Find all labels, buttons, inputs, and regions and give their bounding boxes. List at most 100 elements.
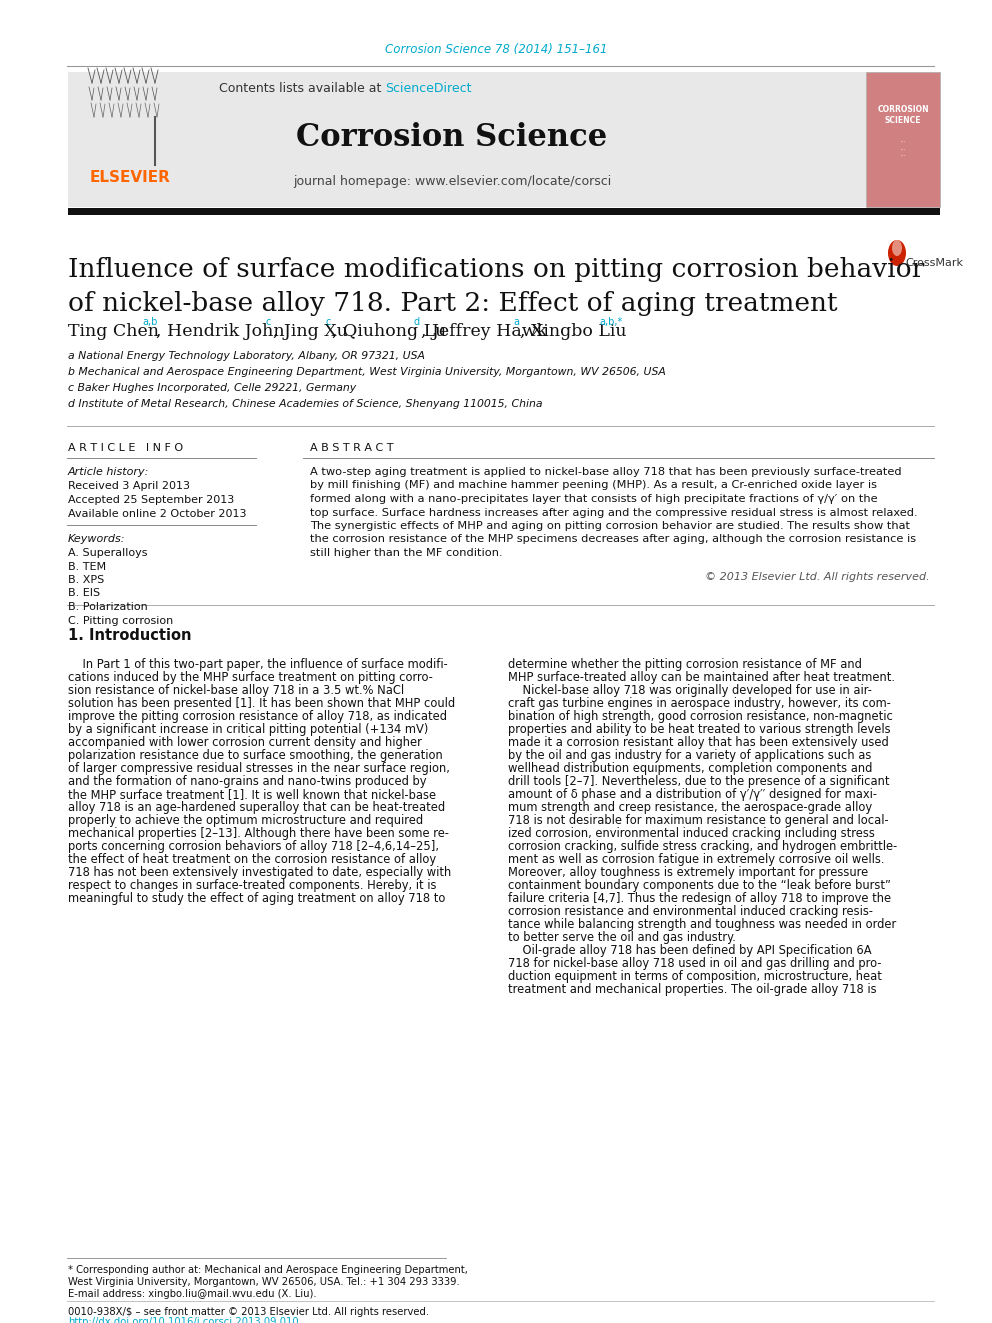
Text: polarization resistance due to surface smoothing, the generation: polarization resistance due to surface s… — [68, 749, 442, 762]
Text: , Jing Xu: , Jing Xu — [273, 323, 348, 340]
Text: ScienceDirect: ScienceDirect — [385, 82, 471, 94]
Text: Available online 2 October 2013: Available online 2 October 2013 — [68, 509, 246, 519]
Text: c Baker Hughes Incorporated, Celle 29221, Germany: c Baker Hughes Incorporated, Celle 29221… — [68, 382, 356, 393]
Text: duction equipment in terms of composition, microstructure, heat: duction equipment in terms of compositio… — [508, 970, 882, 983]
Text: the MHP surface treatment [1]. It is well known that nickel-base: the MHP surface treatment [1]. It is wel… — [68, 789, 436, 800]
Text: by a significant increase in critical pitting potential (+134 mV): by a significant increase in critical pi… — [68, 722, 429, 736]
Text: Influence of surface modifications on pitting corrosion behavior: Influence of surface modifications on pi… — [68, 257, 925, 282]
Text: A R T I C L E   I N F O: A R T I C L E I N F O — [68, 443, 184, 452]
Text: c: c — [325, 318, 330, 327]
Text: Moreover, alloy toughness is extremely important for pressure: Moreover, alloy toughness is extremely i… — [508, 867, 868, 878]
Text: to better serve the oil and gas industry.: to better serve the oil and gas industry… — [508, 931, 736, 945]
Text: ized corrosion, environmental induced cracking including stress: ized corrosion, environmental induced cr… — [508, 827, 875, 840]
Text: , Qiuhong Lu: , Qiuhong Lu — [332, 323, 446, 340]
Text: 718 is not desirable for maximum resistance to general and local-: 718 is not desirable for maximum resista… — [508, 814, 889, 827]
Text: The synergistic effects of MHP and aging on pitting corrosion behavior are studi: The synergistic effects of MHP and aging… — [310, 521, 910, 531]
Text: a,b,*: a,b,* — [599, 318, 622, 327]
Text: tance while balancing strength and toughness was needed in order: tance while balancing strength and tough… — [508, 918, 896, 931]
Text: ELSEVIER: ELSEVIER — [89, 171, 171, 185]
Text: , Xingbo Liu: , Xingbo Liu — [520, 323, 627, 340]
Text: c: c — [266, 318, 272, 327]
Ellipse shape — [888, 239, 906, 266]
Text: , Jeffrey Hawk: , Jeffrey Hawk — [421, 323, 548, 340]
Text: wellhead distribution equipments, completion components and: wellhead distribution equipments, comple… — [508, 762, 872, 775]
Text: © 2013 Elsevier Ltd. All rights reserved.: © 2013 Elsevier Ltd. All rights reserved… — [705, 572, 930, 582]
Text: B. XPS: B. XPS — [68, 576, 104, 585]
Bar — [68, 71, 866, 206]
Text: 718 has not been extensively investigated to date, especially with: 718 has not been extensively investigate… — [68, 867, 451, 878]
Text: * Corresponding author at: Mechanical and Aerospace Engineering Department,: * Corresponding author at: Mechanical an… — [68, 1265, 468, 1275]
Text: by the oil and gas industry for a variety of applications such as: by the oil and gas industry for a variet… — [508, 749, 871, 762]
Text: drill tools [2–7]. Nevertheless, due to the presence of a significant: drill tools [2–7]. Nevertheless, due to … — [508, 775, 890, 789]
Text: MHP surface-treated alloy can be maintained after heat treatment.: MHP surface-treated alloy can be maintai… — [508, 671, 895, 684]
Text: http://dx.doi.org/10.1016/j.corsci.2013.09.010: http://dx.doi.org/10.1016/j.corsci.2013.… — [68, 1316, 299, 1323]
Text: by mill finishing (MF) and machine hammer peening (MHP). As a result, a Cr-enric: by mill finishing (MF) and machine hamme… — [310, 480, 877, 491]
Text: d: d — [414, 318, 421, 327]
Text: the corrosion resistance of the MHP specimens decreases after aging, although th: the corrosion resistance of the MHP spec… — [310, 534, 917, 545]
Text: , Hendrik John: , Hendrik John — [156, 323, 285, 340]
Text: the effect of heat treatment on the corrosion resistance of alloy: the effect of heat treatment on the corr… — [68, 853, 436, 867]
Text: West Virginia University, Morgantown, WV 26506, USA. Tel.: +1 304 293 3339.: West Virginia University, Morgantown, WV… — [68, 1277, 459, 1287]
Text: a,b: a,b — [142, 318, 158, 327]
Text: B. EIS: B. EIS — [68, 589, 100, 598]
Text: containment boundary components due to the “leak before burst”: containment boundary components due to t… — [508, 878, 891, 892]
Text: b Mechanical and Aerospace Engineering Department, West Virginia University, Mor: b Mechanical and Aerospace Engineering D… — [68, 366, 666, 377]
Text: A B S T R A C T: A B S T R A C T — [310, 443, 394, 452]
Text: Received 3 April 2013: Received 3 April 2013 — [68, 482, 190, 491]
Ellipse shape — [892, 239, 902, 255]
Text: formed along with a nano-precipitates layer that consists of high precipitate fr: formed along with a nano-precipitates la… — [310, 493, 878, 504]
Text: treatment and mechanical properties. The oil-grade alloy 718 is: treatment and mechanical properties. The… — [508, 983, 877, 996]
Text: Oil-grade alloy 718 has been defined by API Specification 6A: Oil-grade alloy 718 has been defined by … — [508, 945, 872, 957]
Text: respect to changes in surface-treated components. Hereby, it is: respect to changes in surface-treated co… — [68, 878, 436, 892]
Text: Corrosion Science: Corrosion Science — [297, 123, 608, 153]
Text: a: a — [513, 318, 519, 327]
Text: Accepted 25 September 2013: Accepted 25 September 2013 — [68, 495, 234, 505]
Text: Contents lists available at: Contents lists available at — [218, 82, 385, 94]
Text: determine whether the pitting corrosion resistance of MF and: determine whether the pitting corrosion … — [508, 658, 862, 671]
Text: corrosion cracking, sulfide stress cracking, and hydrogen embrittle-: corrosion cracking, sulfide stress crack… — [508, 840, 897, 853]
Text: solution has been presented [1]. It has been shown that MHP could: solution has been presented [1]. It has … — [68, 697, 455, 710]
Text: d Institute of Metal Research, Chinese Academies of Science, Shenyang 110015, Ch: d Institute of Metal Research, Chinese A… — [68, 400, 543, 409]
Text: sion resistance of nickel-base alloy 718 in a 3.5 wt.% NaCl: sion resistance of nickel-base alloy 718… — [68, 684, 404, 697]
Text: ment as well as corrosion fatigue in extremely corrosive oil wells.: ment as well as corrosion fatigue in ext… — [508, 853, 885, 867]
Text: properly to achieve the optimum microstructure and required: properly to achieve the optimum microstr… — [68, 814, 424, 827]
Bar — [68, 208, 940, 216]
Text: alloy 718 is an age-hardened superalloy that can be heat-treated: alloy 718 is an age-hardened superalloy … — [68, 800, 445, 814]
Text: mechanical properties [2–13]. Although there have been some re-: mechanical properties [2–13]. Although t… — [68, 827, 449, 840]
Text: journal homepage: www.elsevier.com/locate/corsci: journal homepage: www.elsevier.com/locat… — [293, 176, 611, 188]
Text: made it a corrosion resistant alloy that has been extensively used: made it a corrosion resistant alloy that… — [508, 736, 889, 749]
Text: 1. Introduction: 1. Introduction — [68, 628, 191, 643]
Text: still higher than the MF condition.: still higher than the MF condition. — [310, 548, 503, 558]
Text: craft gas turbine engines in aerospace industry, however, its com-: craft gas turbine engines in aerospace i… — [508, 697, 891, 710]
Text: top surface. Surface hardness increases after aging and the compressive residual: top surface. Surface hardness increases … — [310, 508, 918, 517]
Text: CORROSION
SCIENCE: CORROSION SCIENCE — [877, 106, 929, 124]
Text: Article history:: Article history: — [68, 467, 150, 478]
Text: corrosion resistance and environmental induced cracking resis-: corrosion resistance and environmental i… — [508, 905, 873, 918]
Text: Ting Chen: Ting Chen — [68, 323, 159, 340]
Text: CrossMark: CrossMark — [905, 258, 963, 269]
Text: mum strength and creep resistance, the aerospace-grade alloy: mum strength and creep resistance, the a… — [508, 800, 872, 814]
Text: improve the pitting corrosion resistance of alloy 718, as indicated: improve the pitting corrosion resistance… — [68, 710, 447, 722]
Text: ports concerning corrosion behaviors of alloy 718 [2–4,6,14–25],: ports concerning corrosion behaviors of … — [68, 840, 439, 853]
Text: accompanied with lower corrosion current density and higher: accompanied with lower corrosion current… — [68, 736, 422, 749]
Text: In Part 1 of this two-part paper, the influence of surface modifi-: In Part 1 of this two-part paper, the in… — [68, 658, 447, 671]
Text: of larger compressive residual stresses in the near surface region,: of larger compressive residual stresses … — [68, 762, 450, 775]
Bar — [866, 71, 940, 206]
Text: Corrosion Science 78 (2014) 151–161: Corrosion Science 78 (2014) 151–161 — [385, 44, 607, 57]
Text: ...
...
...: ... ... ... — [901, 139, 906, 157]
Text: amount of δ phase and a distribution of γ′/γ′′ designed for maxi-: amount of δ phase and a distribution of … — [508, 789, 877, 800]
Text: bination of high strength, good corrosion resistance, non-magnetic: bination of high strength, good corrosio… — [508, 710, 893, 722]
Text: of nickel-base alloy 718. Part 2: Effect of aging treatment: of nickel-base alloy 718. Part 2: Effect… — [68, 291, 837, 316]
Text: properties and ability to be heat treated to various strength levels: properties and ability to be heat treate… — [508, 722, 891, 736]
Text: meaningful to study the effect of aging treatment on alloy 718 to: meaningful to study the effect of aging … — [68, 892, 445, 905]
Text: Nickel-base alloy 718 was originally developed for use in air-: Nickel-base alloy 718 was originally dev… — [508, 684, 872, 697]
Text: A two-step aging treatment is applied to nickel-base alloy 718 that has been pre: A two-step aging treatment is applied to… — [310, 467, 902, 478]
Text: B. Polarization: B. Polarization — [68, 602, 148, 613]
Text: a National Energy Technology Laboratory, Albany, OR 97321, USA: a National Energy Technology Laboratory,… — [68, 351, 425, 361]
Text: E-mail address: xingbo.liu@mail.wvu.edu (X. Liu).: E-mail address: xingbo.liu@mail.wvu.edu … — [68, 1289, 316, 1299]
Text: 0010-938X/$ – see front matter © 2013 Elsevier Ltd. All rights reserved.: 0010-938X/$ – see front matter © 2013 El… — [68, 1307, 430, 1316]
Text: failure criteria [4,7]. Thus the redesign of alloy 718 to improve the: failure criteria [4,7]. Thus the redesig… — [508, 892, 891, 905]
Text: Keywords:: Keywords: — [68, 534, 126, 544]
Text: C. Pitting corrosion: C. Pitting corrosion — [68, 615, 174, 626]
Text: cations induced by the MHP surface treatment on pitting corro-: cations induced by the MHP surface treat… — [68, 671, 433, 684]
